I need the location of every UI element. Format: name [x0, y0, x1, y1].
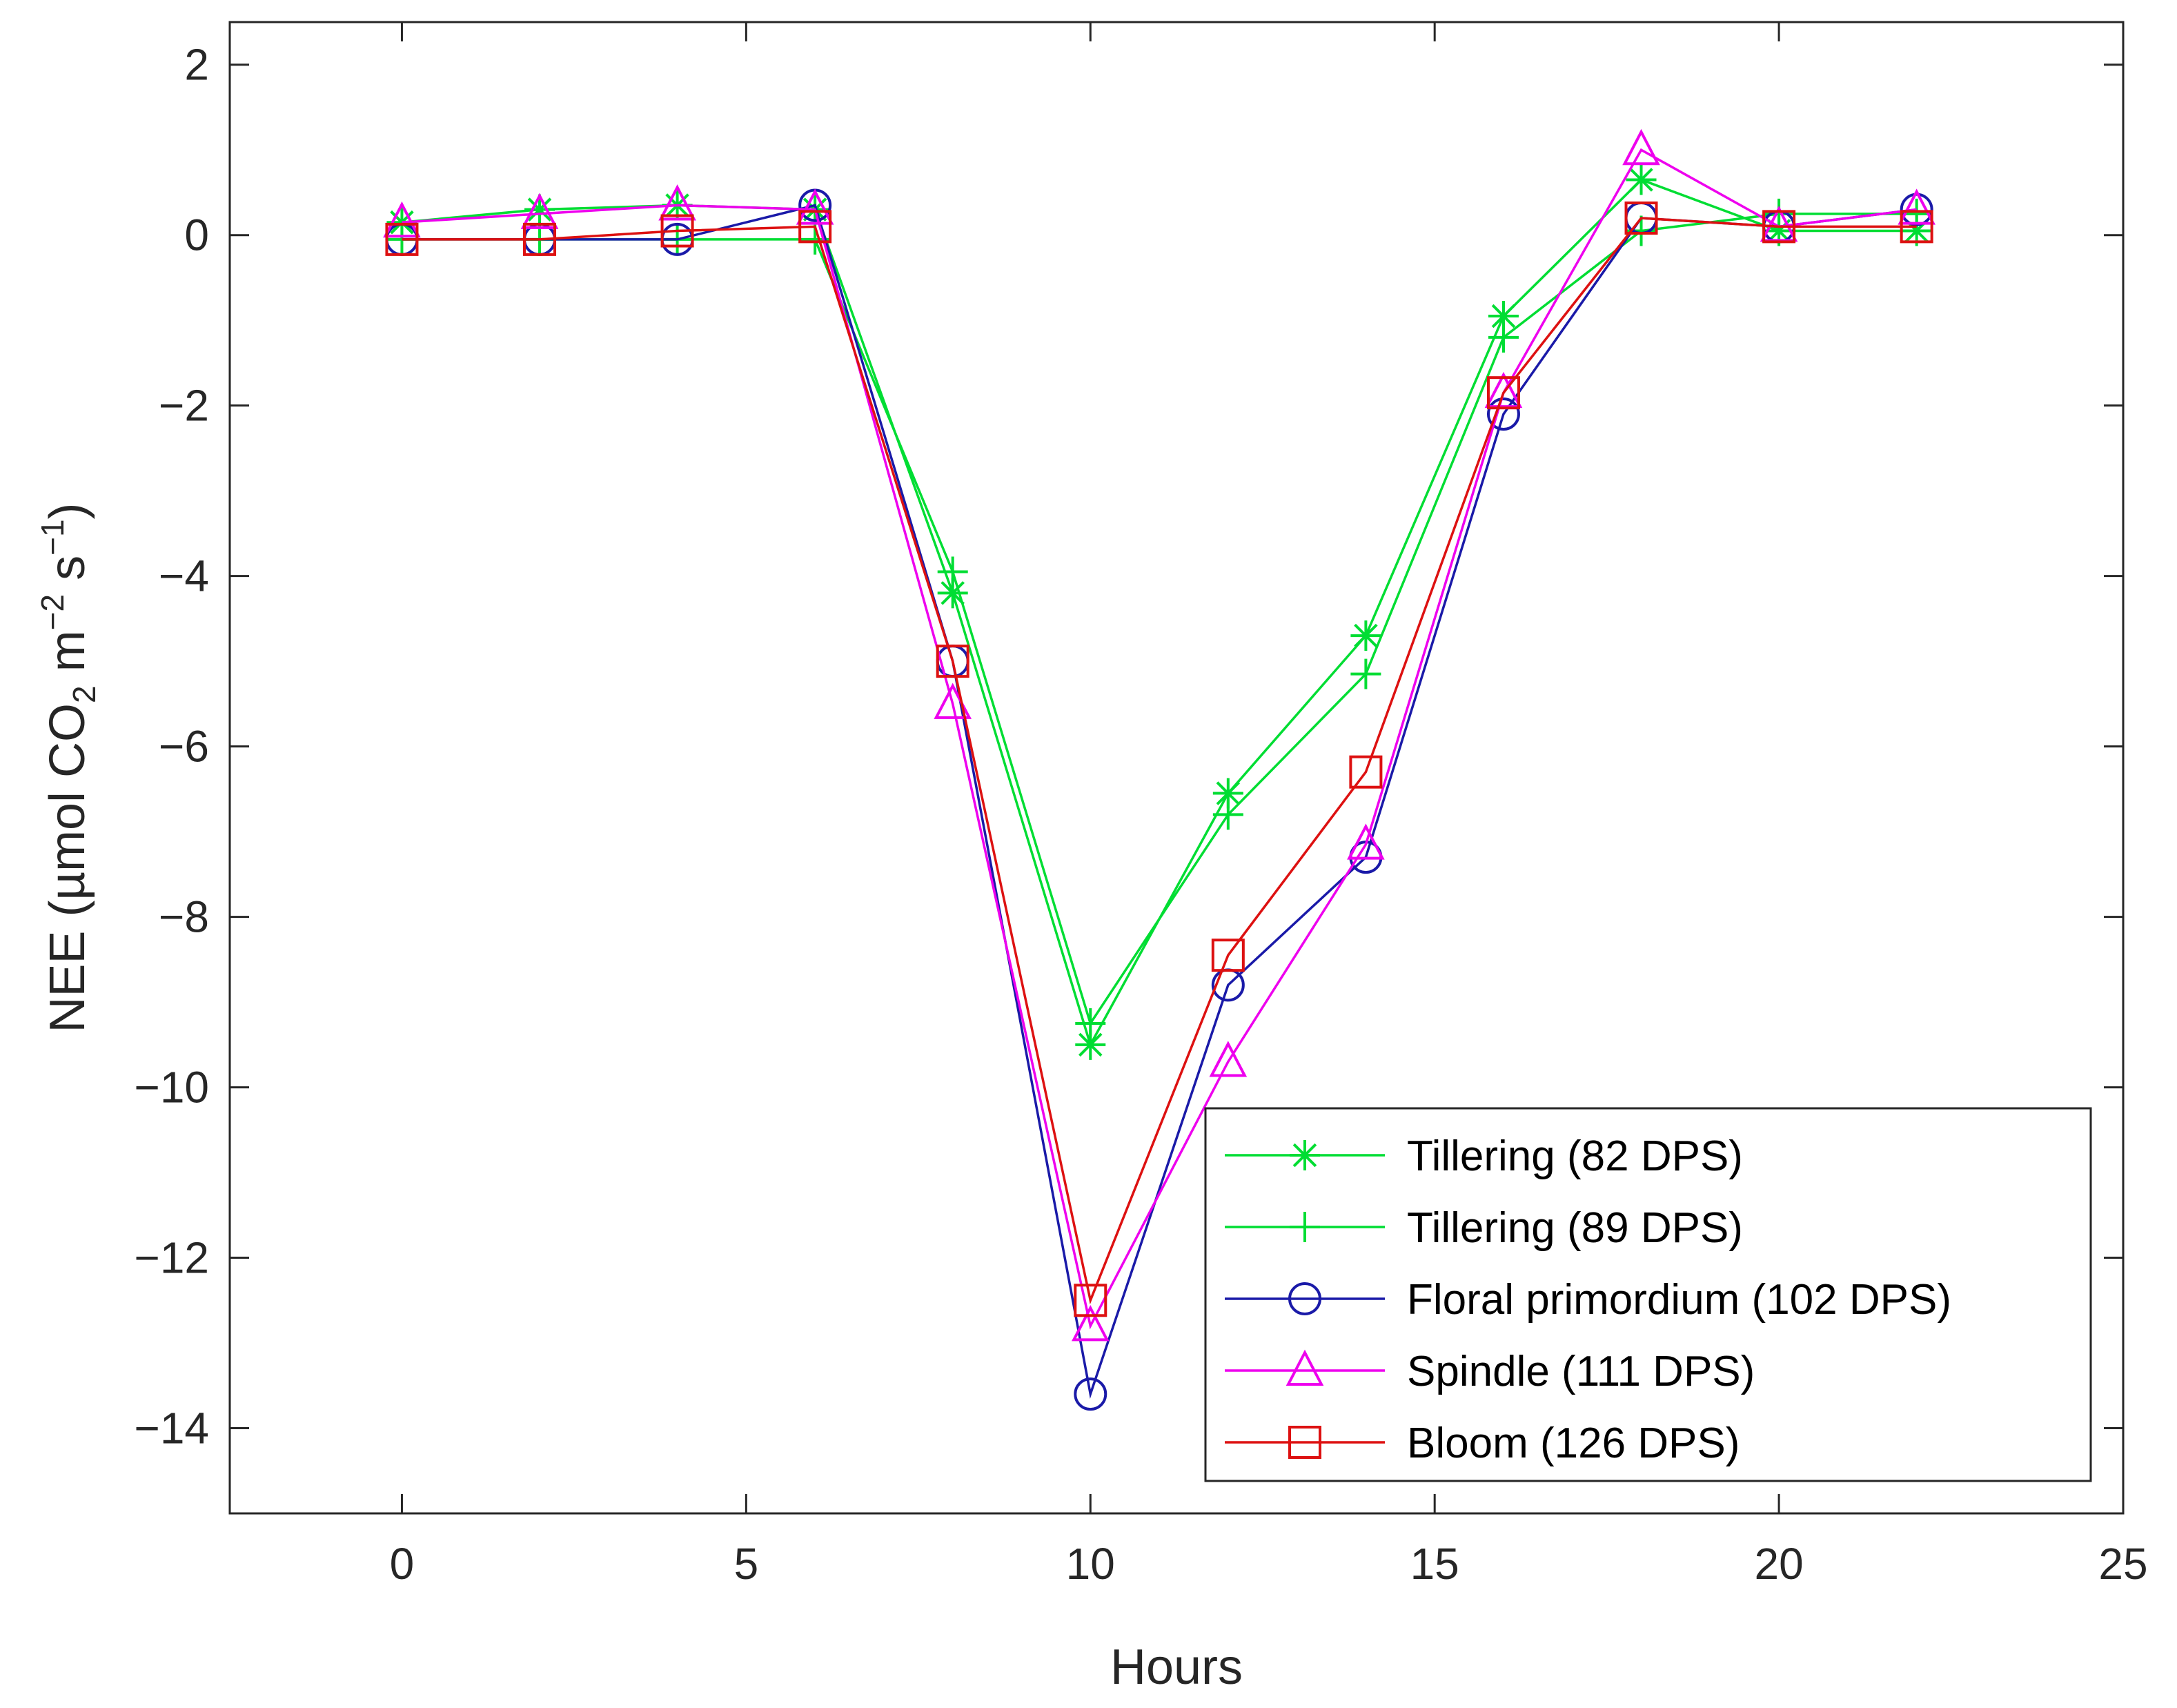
data-point-square	[1211, 939, 1245, 972]
data-point-triangle	[520, 193, 559, 229]
y-axis-title-co2-subscript: 2	[66, 685, 102, 703]
legend-label: Tillering (89 DPS)	[1407, 1204, 1743, 1252]
data-point-square	[1486, 376, 1520, 410]
x-tick-label: 5	[734, 1539, 759, 1589]
data-point-square	[1074, 1284, 1107, 1317]
data-point-square	[1762, 210, 1796, 244]
legend-label: Bloom (126 DPS)	[1407, 1420, 1740, 1467]
x-tick-label: 25	[2098, 1539, 2147, 1589]
x-axis-title: Hours	[1110, 1640, 1243, 1695]
data-point-square	[1900, 210, 1933, 244]
legend-marker-asterisk	[1290, 1140, 1320, 1170]
y-tick-label: −4	[159, 551, 209, 601]
data-point-triangle	[383, 201, 421, 238]
y-axis-title-mu: µ	[40, 872, 95, 900]
data-point-square	[523, 222, 557, 256]
plot-area-frame	[228, 21, 2125, 1515]
data-point-asterisk	[937, 578, 968, 609]
y-axis-title-prefix: NEE (	[40, 900, 95, 1032]
legend-entry: Spindle (111 DPS)	[1225, 1348, 1755, 1395]
y-tick-labels: 2 0 −2 −4 −6 −8 −10 −12 −14	[134, 40, 209, 1453]
y-axis-title-m: m	[40, 630, 95, 685]
data-point-circle	[1486, 397, 1520, 431]
x-tick-label: 0	[390, 1539, 415, 1589]
legend-marker-circle	[1288, 1282, 1321, 1315]
y-tick-label: −6	[159, 722, 209, 772]
legend-entry: Bloom (126 DPS)	[1225, 1420, 1740, 1467]
legend-label: Tillering (82 DPS)	[1407, 1132, 1743, 1180]
data-point-plus	[1350, 658, 1381, 689]
data-point-asterisk	[1764, 215, 1795, 246]
legend-label: Spindle (111 DPS)	[1407, 1348, 1755, 1395]
y-tick-label: −8	[159, 892, 209, 942]
data-point-square	[1349, 755, 1383, 789]
y-tick-label: −12	[134, 1233, 209, 1283]
series-line	[402, 217, 1917, 1305]
data-point-asterisk	[1901, 215, 1932, 246]
y-tick-label: 0	[184, 210, 209, 260]
legend-entry: Tillering (89 DPS)	[1225, 1204, 1743, 1252]
series-line	[402, 148, 1917, 1330]
data-point-asterisk	[1075, 1029, 1106, 1060]
y-tick-label: −10	[134, 1063, 209, 1112]
legend-entry: Floral primordium (102 DPS)	[1225, 1276, 1951, 1324]
y-tick-label: 2	[184, 40, 209, 90]
data-point-plus	[937, 556, 968, 587]
data-point-triangle	[1209, 1041, 1248, 1077]
data-point-circle	[1074, 1377, 1107, 1411]
legend: Tillering (82 DPS) Tillering (89 DPS) Flor…	[1204, 1107, 2092, 1482]
data-point-plus	[1075, 1008, 1106, 1039]
y-axis-title-s: s	[40, 556, 95, 594]
data-point-square	[1624, 202, 1658, 235]
data-point-triangle	[1071, 1305, 1110, 1342]
data-point-triangle	[1622, 128, 1660, 166]
legend-marker-square	[1288, 1426, 1321, 1459]
x-tick-label: 15	[1410, 1539, 1459, 1589]
data-point-square	[798, 210, 832, 244]
data-point-square	[385, 222, 419, 256]
data-point-asterisk	[1488, 301, 1519, 332]
series-layer	[383, 128, 1935, 1411]
series-5	[385, 202, 1933, 1317]
data-point-asterisk	[1350, 620, 1381, 651]
data-point-plus	[1212, 799, 1243, 830]
y-axis-title: NEE (µmol CO2 m−2 s−1)	[35, 502, 102, 1032]
y-axis-title-suffix: )	[40, 502, 95, 519]
data-point-plus	[1488, 322, 1519, 353]
x-tick-label: 20	[1754, 1539, 1803, 1589]
data-point-asterisk	[1626, 164, 1657, 195]
data-point-asterisk	[524, 194, 555, 225]
data-point-triangle	[1347, 823, 1385, 860]
legend-marker-triangle	[1285, 1349, 1324, 1386]
data-point-triangle	[796, 188, 834, 225]
legend-entry: Tillering (82 DPS)	[1225, 1132, 1743, 1180]
y-axis-title-m-exponent: −2	[35, 594, 70, 630]
data-point-square	[660, 214, 694, 248]
data-point-square	[936, 645, 969, 678]
x-tick-labels: 0 5 10 15 20 25	[390, 1539, 2148, 1589]
data-point-triangle	[658, 184, 696, 221]
x-tick-label: 10	[1066, 1539, 1115, 1589]
y-axis-title-s-exponent: −1	[35, 519, 70, 555]
y-tick-label: −2	[159, 381, 209, 431]
legend-label: Floral primordium (102 DPS)	[1407, 1276, 1951, 1324]
legend-box	[1204, 1107, 2092, 1482]
y-tick-label: −14	[134, 1404, 209, 1453]
y-axis-title-mol-co: mol CO	[40, 703, 95, 872]
data-point-asterisk	[1212, 778, 1243, 809]
data-point-triangle	[1898, 188, 1935, 225]
legend-marker-plus	[1290, 1212, 1320, 1242]
